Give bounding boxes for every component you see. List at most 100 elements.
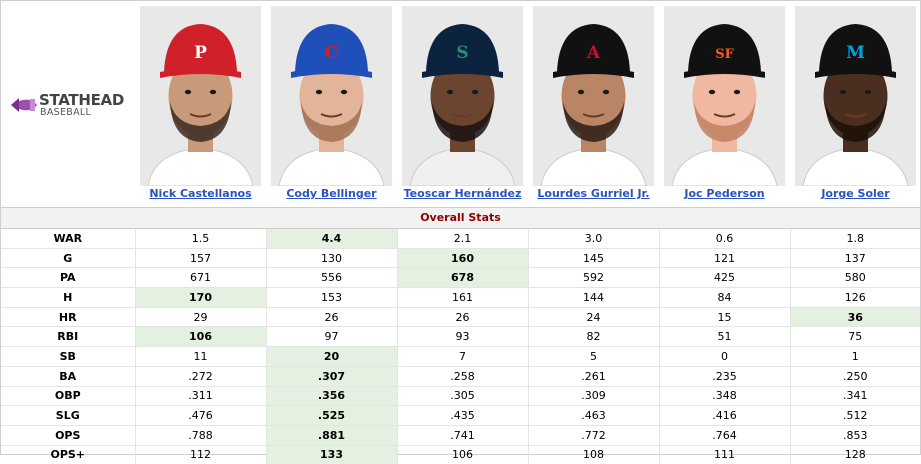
stat-value: .741 <box>396 425 528 446</box>
stat-label: OPS <box>1 425 135 446</box>
svg-text:SF: SF <box>715 47 734 62</box>
player-name-link[interactable]: Jorge Soler <box>821 187 890 200</box>
player-header: STATHEAD BASEBALL P Nick Castellanos C Cody… <box>1 1 920 207</box>
stat-value: 82 <box>527 326 659 348</box>
stat-value: .272 <box>134 366 266 387</box>
stat-value: 161 <box>396 287 528 308</box>
stat-value: 130 <box>265 248 397 269</box>
stat-value: 0 <box>658 346 790 367</box>
stat-value: 15 <box>658 307 790 328</box>
section-title: Overall Stats <box>1 207 920 229</box>
player-name-link[interactable]: Lourdes Gurriel Jr. <box>537 187 650 200</box>
stat-value: 20 <box>265 346 397 367</box>
player-headshot[interactable]: P <box>140 6 261 186</box>
stat-value: .853 <box>789 425 920 446</box>
player-column: S Teoscar Hernández <box>397 1 528 207</box>
stat-row: OBP .311.356.305.309.348.341 <box>1 386 920 407</box>
logo-subtitle: BASEBALL <box>40 107 92 118</box>
player-headshot[interactable]: M <box>795 6 916 186</box>
stat-value: .772 <box>527 425 659 446</box>
stat-label: SLG <box>1 405 135 426</box>
player-headshot[interactable]: C <box>271 6 392 186</box>
stat-label: WAR <box>1 229 135 249</box>
stat-value: 126 <box>789 287 920 308</box>
stat-value: .250 <box>789 366 920 387</box>
stat-value: .416 <box>658 405 790 426</box>
stat-value: 678 <box>396 267 528 289</box>
player-name-link[interactable]: Nick Castellanos <box>149 187 252 200</box>
stat-value: 75 <box>789 326 920 348</box>
player-name-link[interactable]: Teoscar Hernández <box>403 187 522 200</box>
stat-value: 93 <box>396 326 528 348</box>
stat-value: 3.0 <box>527 229 659 249</box>
stat-value: 51 <box>658 326 790 348</box>
stathead-swoosh-icon <box>11 98 37 112</box>
stat-value: 106 <box>134 326 266 348</box>
stat-row: H 170 153 161 144 84 126 <box>1 287 920 308</box>
stat-value: 29 <box>134 307 266 328</box>
player-headshot[interactable]: S <box>402 6 523 186</box>
stat-value: 97 <box>265 326 397 348</box>
stat-row: OPS .788.881.741.772.764.853 <box>1 425 920 446</box>
stat-value: 1.5 <box>134 229 266 249</box>
stat-value: .463 <box>527 405 659 426</box>
stat-row: SLG .476.525.435.463.416.512 <box>1 405 920 426</box>
stat-value: 5 <box>527 346 659 367</box>
stat-value: 0.6 <box>658 229 790 249</box>
stat-value: 157 <box>134 248 266 269</box>
stat-value: 4.4 <box>265 229 397 249</box>
stat-value: .512 <box>789 405 920 426</box>
stat-value: 36 <box>789 307 920 328</box>
stat-value: 2.1 <box>396 229 528 249</box>
stat-value: .788 <box>134 425 266 446</box>
stat-row: PA 671 556 678 592 425 580 <box>1 267 920 289</box>
stat-value: 26 <box>396 307 528 328</box>
player-column: C Cody Bellinger <box>266 1 397 207</box>
stat-value: .356 <box>265 386 397 407</box>
stat-value: 671 <box>134 267 266 289</box>
stat-value: 145 <box>527 248 659 269</box>
player-name-link[interactable]: Cody Bellinger <box>286 187 377 200</box>
player-headshot[interactable]: A <box>533 6 654 186</box>
svg-text:S: S <box>456 43 468 63</box>
stat-value: 144 <box>527 287 659 308</box>
stat-value: .258 <box>396 366 528 387</box>
stat-value: 84 <box>658 287 790 308</box>
stat-value: .476 <box>134 405 266 426</box>
stat-value: 580 <box>789 267 920 289</box>
stat-value: 425 <box>658 267 790 289</box>
stat-value: .435 <box>396 405 528 426</box>
stat-value: .881 <box>265 425 397 446</box>
stat-value: 170 <box>134 287 266 308</box>
stat-value: .525 <box>265 405 397 426</box>
player-column: A Lourdes Gurriel Jr. <box>528 1 659 207</box>
stat-value: 7 <box>396 346 528 367</box>
stat-row: BA .272.307.258.261.235.250 <box>1 366 920 387</box>
stat-row: WAR 1.5 4.4 2.1 3.0 0.6 1.8 <box>1 229 920 249</box>
stat-value: 1 <box>789 346 920 367</box>
stat-label: BA <box>1 366 135 387</box>
stat-label: G <box>1 248 135 269</box>
stats-table: WAR 1.5 4.4 2.1 3.0 0.6 1.8 G 157 130 160 145 121 137… <box>1 229 920 464</box>
player-column: M Jorge Soler <box>790 1 921 207</box>
stat-value: .311 <box>134 386 266 407</box>
stat-value: .764 <box>658 425 790 446</box>
stat-value: .307 <box>265 366 397 387</box>
stat-value: 121 <box>658 248 790 269</box>
stat-value: 153 <box>265 287 397 308</box>
svg-text:C: C <box>325 43 339 63</box>
stat-value: 592 <box>527 267 659 289</box>
stat-value: .341 <box>789 386 920 407</box>
stat-label: H <box>1 287 135 308</box>
player-headshot[interactable]: SF <box>664 6 785 186</box>
player-column: P Nick Castellanos <box>135 1 266 207</box>
stat-value: 11 <box>134 346 266 367</box>
player-name-link[interactable]: Joc Pederson <box>684 187 765 200</box>
stathead-logo[interactable]: STATHEAD BASEBALL <box>9 89 133 119</box>
stat-value: 556 <box>265 267 397 289</box>
stat-value: .348 <box>658 386 790 407</box>
svg-text:M: M <box>846 43 865 63</box>
stat-value: .309 <box>527 386 659 407</box>
stat-value: .305 <box>396 386 528 407</box>
